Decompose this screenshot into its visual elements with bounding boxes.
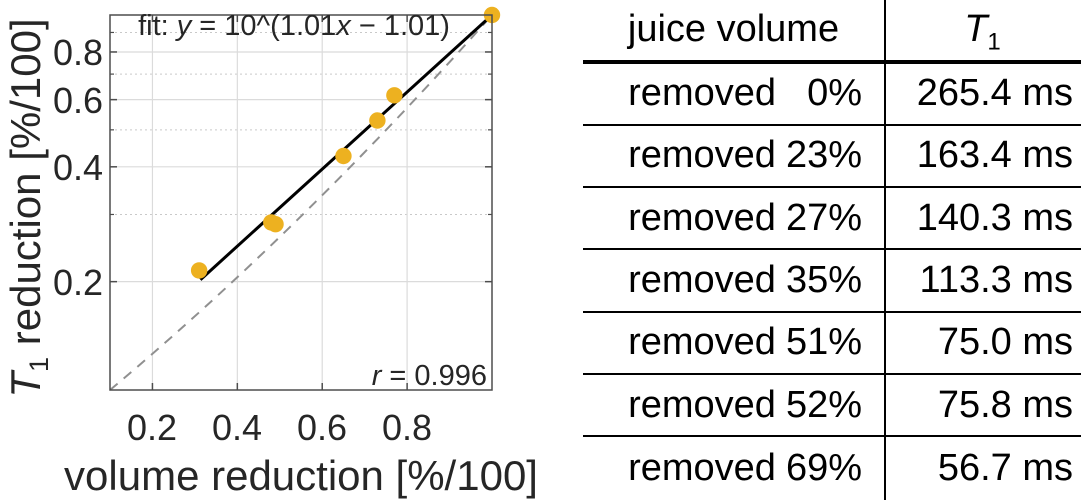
row-label: removed 27% bbox=[628, 196, 862, 239]
fit-line bbox=[199, 13, 494, 281]
table-row: removed 27% 140.3 ms bbox=[583, 188, 1081, 251]
data-point bbox=[369, 112, 386, 129]
row-t1-value: 265.4 ms bbox=[916, 72, 1073, 115]
row-label: removed 35% bbox=[628, 259, 862, 302]
plot-layers bbox=[109, 6, 501, 391]
y-tick-label-0.4: 0.4 bbox=[53, 147, 103, 188]
y-axis-label: T1 reduction [%/100] bbox=[2, 18, 54, 397]
data-point bbox=[335, 147, 352, 165]
row-t1-value: 75.0 ms bbox=[937, 321, 1073, 364]
x-tick-label-0.4: 0.4 bbox=[212, 407, 262, 448]
row-label: removed 23% bbox=[628, 134, 862, 177]
row-t1-value: 75.8 ms bbox=[937, 383, 1073, 426]
y-tick-label-0.8: 0.8 bbox=[53, 32, 103, 73]
x-tick-label-0.8: 0.8 bbox=[382, 407, 432, 448]
row-label: removed 52% bbox=[628, 383, 862, 426]
table-header-row: juice volume T1 bbox=[583, 0, 1081, 64]
table-row: removed 23% 163.4 ms bbox=[583, 126, 1081, 189]
table-row: removed 0% 265.4 ms bbox=[583, 64, 1081, 126]
table-row: removed 35% 113.3 ms bbox=[583, 250, 1081, 313]
row-t1-value: 56.7 ms bbox=[937, 447, 1073, 490]
x-axis-label: volume reduction [%/100] bbox=[64, 452, 538, 499]
header-t1: T1 bbox=[884, 8, 1081, 56]
t1-table: juice volume T1 removed 0% 265.4 ms remov… bbox=[560, 0, 1081, 500]
r-value-label: r = 0.996 bbox=[372, 360, 487, 392]
x-tick-label-0.6: 0.6 bbox=[297, 407, 347, 448]
data-point bbox=[386, 87, 403, 104]
data-point bbox=[190, 262, 208, 279]
table-row: removed 51% 75.0 ms bbox=[583, 313, 1081, 375]
row-label: removed 69% bbox=[628, 447, 862, 490]
row-label: removed 0% bbox=[628, 72, 862, 115]
scatter-plot: fit: y = 10^(1.01x − 1.01) r = 0.996 0.8… bbox=[2, 6, 538, 499]
table-row: removed 69% 56.7 ms bbox=[583, 437, 1081, 500]
table-row: removed 52% 75.8 ms bbox=[583, 375, 1081, 438]
reference-dashed-line bbox=[109, 14, 493, 391]
axes-box bbox=[109, 14, 493, 391]
fit-equation-label: fit: y = 10^(1.01x − 1.01) bbox=[138, 10, 450, 42]
x-tick-label-0.2: 0.2 bbox=[127, 407, 177, 448]
row-label: removed 51% bbox=[628, 321, 862, 364]
row-t1-value: 140.3 ms bbox=[916, 196, 1073, 239]
row-t1-value: 113.3 ms bbox=[919, 259, 1073, 302]
row-t1-value: 163.4 ms bbox=[916, 134, 1073, 177]
y-tick-label-0.2: 0.2 bbox=[53, 262, 103, 303]
t1-symbol: T1 bbox=[964, 8, 1001, 56]
y-tick-label-0.6: 0.6 bbox=[53, 80, 103, 121]
table-rows: juice volume T1 removed 0% 265.4 ms remov… bbox=[583, 0, 1081, 500]
data-point bbox=[267, 215, 284, 233]
header-juice-volume: juice volume bbox=[627, 8, 840, 51]
